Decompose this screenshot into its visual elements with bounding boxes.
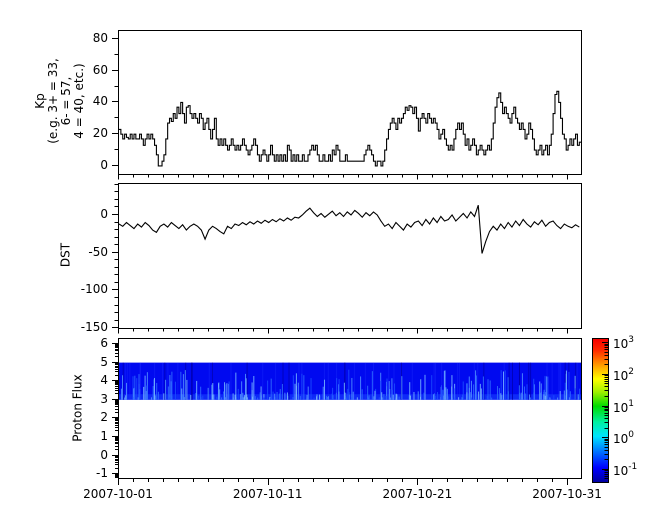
y-tick-label: 5 [100,355,108,369]
y-tick-label: 20 [92,126,108,140]
axis-tick-or-frame [118,30,582,175]
colorbar-tick-label: 102 [613,366,635,383]
y-tick-label: 4 [100,373,108,387]
y-tick-label: 3 [100,392,108,406]
y-tick-label: -1 [96,466,108,480]
colorbar-tick-label: 103 [613,334,635,351]
axis-tick-or-frame [592,338,609,483]
y-tick-label: 0 [100,158,108,172]
y-tick-label: 0 [100,207,108,221]
y-tick-label: -50 [88,245,108,259]
axis-tick-or-frame [118,338,582,479]
axis-tick-or-frame [118,183,582,329]
colorbar-tick-label: 100 [613,429,635,446]
x-tick-label: 2007-10-01 [83,487,153,501]
y-tick-label: 6 [100,336,108,350]
y-tick-label: 1 [100,429,108,443]
x-tick-label: 2007-10-31 [532,487,602,501]
kp-line-plot [119,90,582,167]
colorbar-tick-label: 10-1 [613,461,638,478]
x-tick-label: 2007-10-21 [382,487,453,501]
y-tick-label: 40 [92,94,108,108]
proton-flux-spectrogram [119,362,582,400]
y-tick-label: 80 [92,31,108,45]
y-tick-label: -100 [80,282,108,296]
y-tick-label: 0 [100,448,108,462]
y-tick-label: 60 [92,63,108,77]
x-tick-label: 2007-10-11 [232,487,303,501]
y-tick-label: 2 [100,410,108,424]
dst-line-plot [119,204,580,254]
colorbar-tick-label: 101 [613,398,635,415]
y-tick-label: -150 [80,320,108,334]
